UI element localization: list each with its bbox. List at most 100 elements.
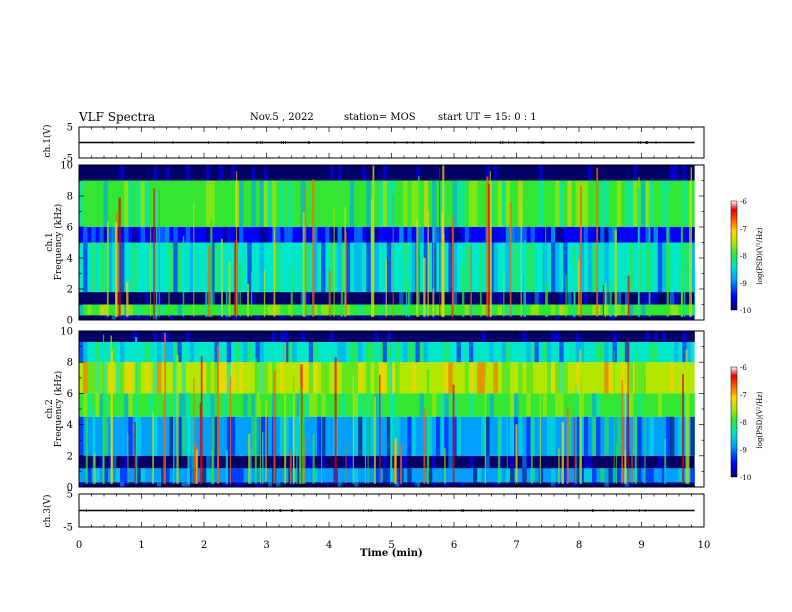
spectrum-cell <box>403 315 408 320</box>
sferic-spike <box>624 385 627 484</box>
spectrum-cell <box>473 468 478 483</box>
spectrum-cell <box>682 165 687 181</box>
spectrum-cell <box>276 304 281 316</box>
spectrum-cell <box>276 242 281 293</box>
spectrum-cell <box>514 227 519 243</box>
spectrum-cell <box>509 468 515 483</box>
spectrum-cell <box>362 315 367 320</box>
spectrum-cell <box>79 304 84 316</box>
spectrum-cell <box>370 331 375 342</box>
sferic-spike <box>609 283 612 317</box>
spectrum-cell <box>87 362 92 394</box>
sferic-spike <box>509 201 512 317</box>
sferic-spike <box>340 243 343 317</box>
spectrum-cell <box>403 341 408 363</box>
spectrum-cell <box>181 362 187 394</box>
spectrum-cell <box>653 304 658 316</box>
spectrum-cell <box>624 180 630 227</box>
spectrum-cell <box>501 180 507 227</box>
spectrum-cell <box>522 331 527 342</box>
sferic-spike <box>265 400 267 484</box>
spectrum-cell <box>144 362 150 394</box>
spectrum-cell <box>144 315 150 320</box>
spectrum-cell <box>95 165 100 181</box>
spectrum-cell <box>653 455 658 469</box>
spectrum-cell <box>374 468 379 483</box>
spectrum-cell <box>670 315 675 320</box>
sferic-spike <box>236 171 238 317</box>
sferic-spike <box>385 258 387 317</box>
spectrum-cell <box>79 180 84 227</box>
spectrum-cell <box>608 227 613 243</box>
spectrum-cell <box>497 180 503 227</box>
spectrum-cell <box>259 416 264 456</box>
spectrum-cell <box>358 416 363 456</box>
spectrum-cell <box>436 292 441 305</box>
colorbar <box>730 200 738 311</box>
spectrum-cell <box>489 393 494 417</box>
spectrum-cell <box>304 292 310 305</box>
y-tick-label: 5 <box>67 490 73 501</box>
spectrum-cell <box>386 341 392 363</box>
spectrum-cell <box>181 393 187 417</box>
spectrum-cell <box>456 180 461 227</box>
spectrum-cell <box>136 180 141 227</box>
spectrum-cell <box>140 227 145 243</box>
spectrum-cell <box>378 362 384 394</box>
sferic-spike <box>199 403 202 484</box>
spectrum-cell <box>567 180 572 227</box>
spectrum-cell <box>325 362 330 394</box>
spectrum-cell <box>575 416 581 456</box>
spectrum-cell <box>415 180 420 227</box>
spectrum-cell <box>641 242 646 293</box>
sferic-spike <box>394 438 397 484</box>
spectrum-cell <box>259 242 264 293</box>
spectrum-cell <box>456 341 461 363</box>
spectrum-cell <box>616 304 622 316</box>
spectrum-cell <box>374 165 379 181</box>
spectrum-cell <box>620 165 626 181</box>
spectrum-cell <box>600 468 605 483</box>
spectrum-cell <box>234 393 240 417</box>
spectrum-cell <box>169 227 174 243</box>
spectrum-cell <box>226 416 232 456</box>
spectrum-cell <box>349 341 355 363</box>
spectrum-cell <box>202 180 207 227</box>
spectrum-cell <box>362 165 367 181</box>
colorbar-tick-label: -10 <box>740 307 751 315</box>
spectrum-cell <box>518 468 523 483</box>
spectrum-cell <box>115 468 121 483</box>
spectrum-cell <box>509 455 515 469</box>
sferic-spike <box>418 176 420 317</box>
spectrum-cell <box>87 304 92 316</box>
spectrum-cell <box>509 304 515 316</box>
spectrum-cell <box>333 482 338 487</box>
spectrum-cell <box>247 242 252 293</box>
spectrum-cell <box>271 331 277 342</box>
spectrum-cell <box>427 242 433 293</box>
sferic-spike <box>225 266 228 317</box>
sferic-spike <box>627 275 630 317</box>
spectrum-cell <box>222 482 228 487</box>
spectrum-cell <box>206 455 211 469</box>
spectrum-cell <box>366 331 371 342</box>
y-tick-label: -5 <box>63 154 73 165</box>
sferic-spike <box>259 399 261 484</box>
spectrum-cell <box>592 393 597 417</box>
spectrum-cell <box>292 416 297 456</box>
spectrum-cell <box>370 416 375 456</box>
spectrum-cell <box>288 315 293 320</box>
spectrum-cell <box>682 482 687 487</box>
sferic-spike <box>634 350 637 484</box>
spectrum-cell <box>657 315 663 320</box>
spectrum-cell <box>440 393 445 417</box>
spectrum-cell <box>600 227 605 243</box>
spectrum-cell <box>136 304 141 316</box>
spectrum-cell <box>587 227 593 243</box>
spectrum-cell <box>555 180 560 227</box>
sferic-spike <box>300 364 303 484</box>
spectrum-cell <box>87 315 92 320</box>
spectrum-cell <box>103 393 109 417</box>
sferic-spike <box>254 358 257 484</box>
